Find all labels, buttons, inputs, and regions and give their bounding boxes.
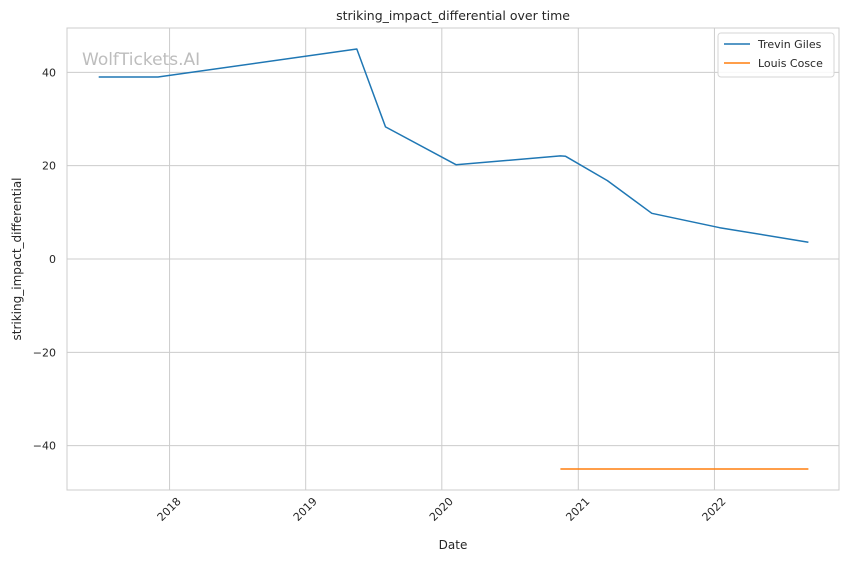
grid — [67, 28, 839, 490]
legend-label-1: Louis Cosce — [758, 57, 823, 70]
series-line-0 — [98, 48, 809, 243]
legend: Trevin Giles Louis Cosce — [717, 32, 835, 78]
y-axis-title: striking_impact_differential — [10, 177, 24, 340]
y-tick-label: 40 — [42, 66, 56, 79]
x-axis-title: Date — [439, 538, 468, 552]
y-tick-label: −20 — [33, 346, 56, 359]
y-tick-label: 0 — [49, 253, 56, 266]
watermark: WolfTickets.AI — [82, 50, 200, 70]
legend-label-0: Trevin Giles — [757, 38, 822, 51]
series-lines — [98, 48, 809, 470]
y-tick-labels: 40 20 0 −20 −40 — [33, 66, 56, 452]
y-tick-label: −40 — [33, 440, 56, 453]
chart-title: striking_impact_differential over time — [336, 8, 570, 23]
y-tick-label: 20 — [42, 160, 56, 173]
plot-frame — [66, 27, 840, 491]
